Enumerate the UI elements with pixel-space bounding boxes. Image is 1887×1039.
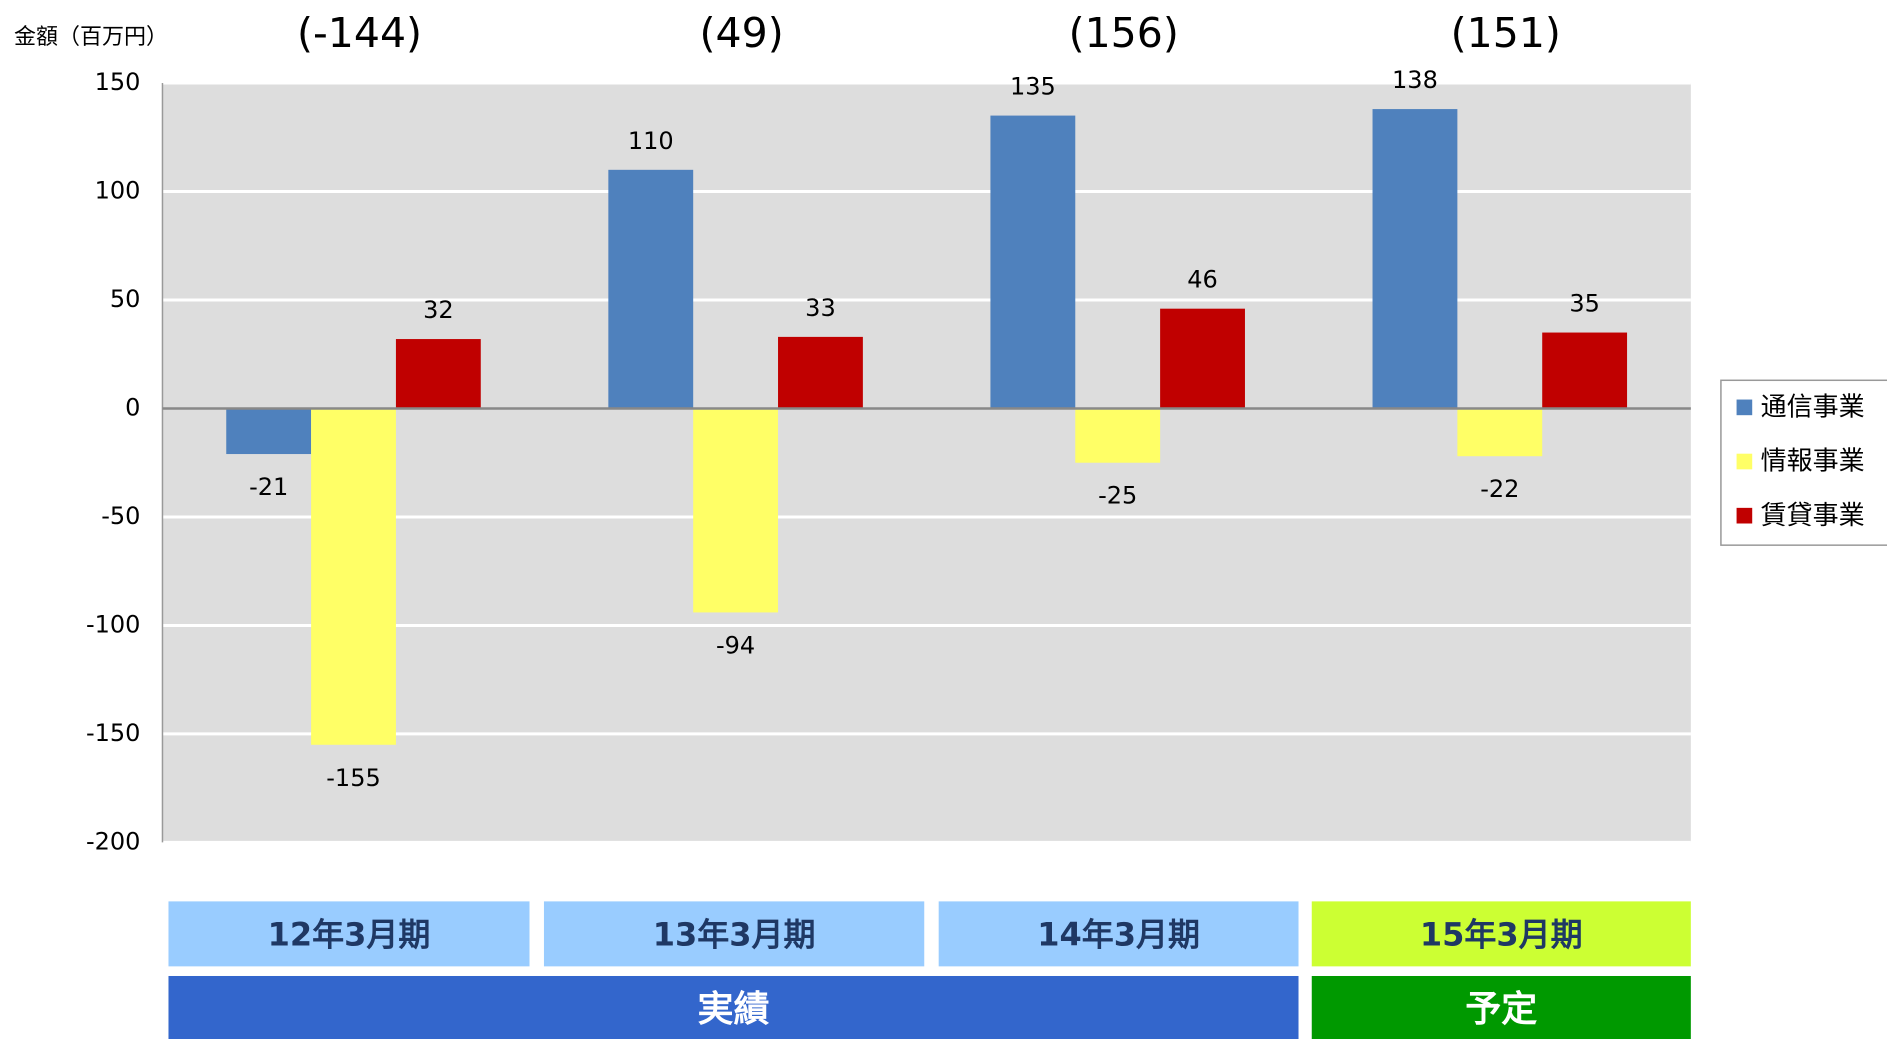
legend-swatch bbox=[1736, 453, 1753, 470]
data-label: -94 bbox=[716, 631, 755, 659]
annotation: (49) bbox=[700, 9, 784, 57]
y-tick-label: 100 bbox=[95, 177, 141, 205]
y-tick-label: -150 bbox=[86, 719, 140, 747]
data-label: -155 bbox=[326, 764, 380, 792]
data-label: 110 bbox=[628, 127, 674, 155]
bar bbox=[311, 408, 396, 745]
y-axis-label: 金額（百万円） bbox=[14, 25, 168, 50]
data-label: 46 bbox=[1187, 266, 1218, 294]
y-tick-label: -200 bbox=[86, 827, 140, 855]
category-box bbox=[938, 901, 1299, 967]
bar bbox=[226, 408, 312, 455]
data-label: 138 bbox=[1392, 66, 1438, 94]
data-label: -25 bbox=[1098, 482, 1137, 510]
data-label: 35 bbox=[1569, 290, 1600, 318]
bar bbox=[1372, 109, 1458, 409]
category-box bbox=[1311, 901, 1691, 967]
category-box bbox=[168, 901, 530, 967]
bar bbox=[990, 115, 1076, 409]
bar bbox=[1075, 408, 1161, 463]
y-tick-label: 0 bbox=[125, 393, 140, 421]
group-box bbox=[168, 975, 1299, 1039]
data-label: 33 bbox=[805, 294, 836, 322]
category-box bbox=[543, 901, 925, 967]
group-label: 予定 bbox=[1465, 989, 1537, 1030]
bar bbox=[1542, 332, 1628, 409]
data-label: 135 bbox=[1010, 73, 1056, 101]
legend-label: 通信事業 bbox=[1761, 392, 1865, 422]
y-tick-label: 150 bbox=[95, 68, 141, 96]
bar bbox=[1160, 308, 1245, 409]
annotation: (156) bbox=[1069, 9, 1179, 57]
bar bbox=[778, 336, 863, 409]
bar bbox=[608, 169, 694, 409]
x-tick-label: 14年3月期 bbox=[1037, 915, 1200, 953]
legend-label: 情報事業 bbox=[1761, 447, 1865, 477]
legend-label: 賃貸事業 bbox=[1761, 501, 1865, 531]
x-tick-label: 13年3月期 bbox=[653, 915, 816, 953]
group-label: 実績 bbox=[697, 989, 769, 1030]
annotation: (151) bbox=[1451, 9, 1561, 57]
y-tick-label: -100 bbox=[86, 610, 140, 638]
legend-swatch bbox=[1736, 399, 1753, 416]
data-label: 32 bbox=[423, 296, 454, 324]
annotation: (-144) bbox=[297, 9, 422, 57]
bar bbox=[693, 408, 779, 613]
data-label: -22 bbox=[1480, 475, 1519, 503]
x-tick-label: 12年3月期 bbox=[268, 915, 431, 953]
group-box bbox=[1311, 975, 1691, 1039]
data-label: -21 bbox=[249, 473, 288, 501]
x-tick-label: 15年3月期 bbox=[1420, 915, 1583, 953]
y-tick-label: 50 bbox=[110, 285, 141, 313]
legend-swatch bbox=[1736, 507, 1753, 524]
y-tick-label: -50 bbox=[101, 502, 140, 530]
bar bbox=[395, 339, 481, 409]
bar bbox=[1457, 408, 1543, 457]
